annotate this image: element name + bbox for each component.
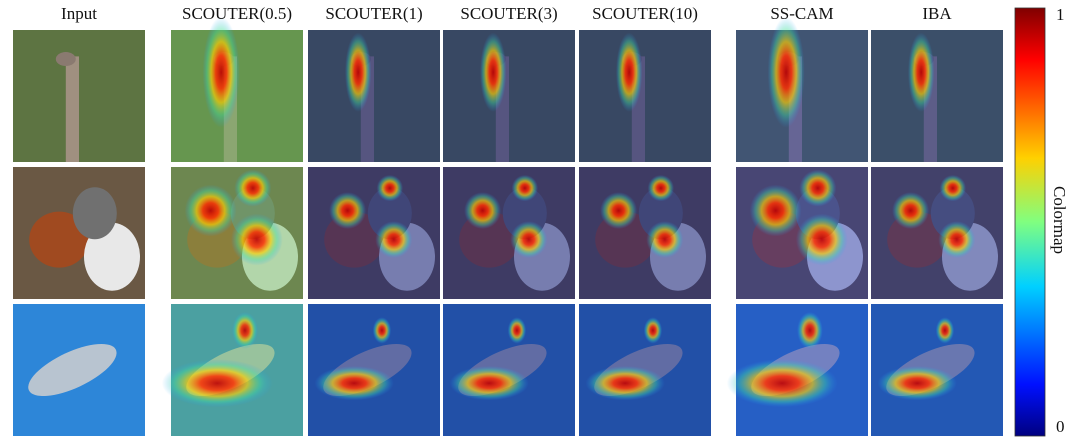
column-header: SS-CAM <box>770 4 833 23</box>
heatmap-blob <box>234 169 272 207</box>
heatmap-blob <box>449 366 529 401</box>
heatmap-tint <box>871 30 1003 162</box>
heatmap-blob <box>511 174 539 202</box>
heatmap-tint <box>579 167 711 299</box>
hen <box>72 187 117 240</box>
ostrich-neck <box>65 56 79 162</box>
heatmap-blob <box>314 366 394 401</box>
heatmap-blob <box>479 32 507 112</box>
heatmap-blob <box>615 32 643 112</box>
heatmap-blob <box>230 213 283 266</box>
column-header: SCOUTER(10) <box>592 4 698 23</box>
column-header: SCOUTER(0.5) <box>182 4 292 23</box>
column-header: IBA <box>922 4 952 23</box>
heatmap-blob <box>647 174 675 202</box>
heatmap-blob <box>935 317 955 344</box>
heatmap-blob <box>507 317 527 344</box>
heatmap-blob <box>161 359 273 408</box>
heatmap-blob <box>329 192 367 230</box>
heatmap-blob <box>726 359 838 408</box>
heatmap-tint <box>308 30 440 162</box>
heatmap-blob <box>372 317 392 344</box>
heatmap-tint <box>443 167 575 299</box>
hen <box>84 222 140 291</box>
column-header: SCOUTER(3) <box>460 4 557 23</box>
heatmap-blob <box>795 213 848 266</box>
heatmap-blob <box>375 221 413 259</box>
heatmap-blob <box>344 32 372 112</box>
heatmap-blob <box>938 221 976 259</box>
heatmap-blob <box>376 174 404 202</box>
heatmap-blob <box>749 184 802 237</box>
heatmap-tint <box>443 30 575 162</box>
heatmap-blob <box>510 221 548 259</box>
heatmap-blob <box>202 16 240 128</box>
heatmap-blob <box>643 317 663 344</box>
heatmap-blob <box>877 366 957 401</box>
heatmap-blob <box>796 311 823 349</box>
column-header: Input <box>61 4 97 23</box>
heatmap-blob <box>799 169 837 207</box>
heatmap-blob <box>600 192 638 230</box>
heatmap-blob <box>939 174 967 202</box>
colorbar-min: 0 <box>1056 417 1065 436</box>
heatmap-blob <box>231 311 258 349</box>
heatmap-blob <box>585 366 665 401</box>
heatmap-tint <box>871 167 1003 299</box>
heatmap-blob <box>464 192 502 230</box>
heatmap-tint <box>308 167 440 299</box>
colorbar-title: Colormap <box>1050 186 1069 254</box>
heatmap-blob <box>892 192 930 230</box>
shark <box>28 343 117 397</box>
heatmap-blob <box>184 184 237 237</box>
colorbar <box>1014 7 1046 437</box>
column-header: SCOUTER(1) <box>325 4 422 23</box>
hen <box>29 211 90 268</box>
heatmap-blob <box>767 16 805 128</box>
heatmap-tint <box>579 30 711 162</box>
heatmap-blob <box>907 32 935 112</box>
image-grid <box>13 16 1003 436</box>
colorbar-max: 1 <box>1056 5 1065 24</box>
ostrich-head <box>55 52 76 67</box>
heatmap-blob <box>646 221 684 259</box>
